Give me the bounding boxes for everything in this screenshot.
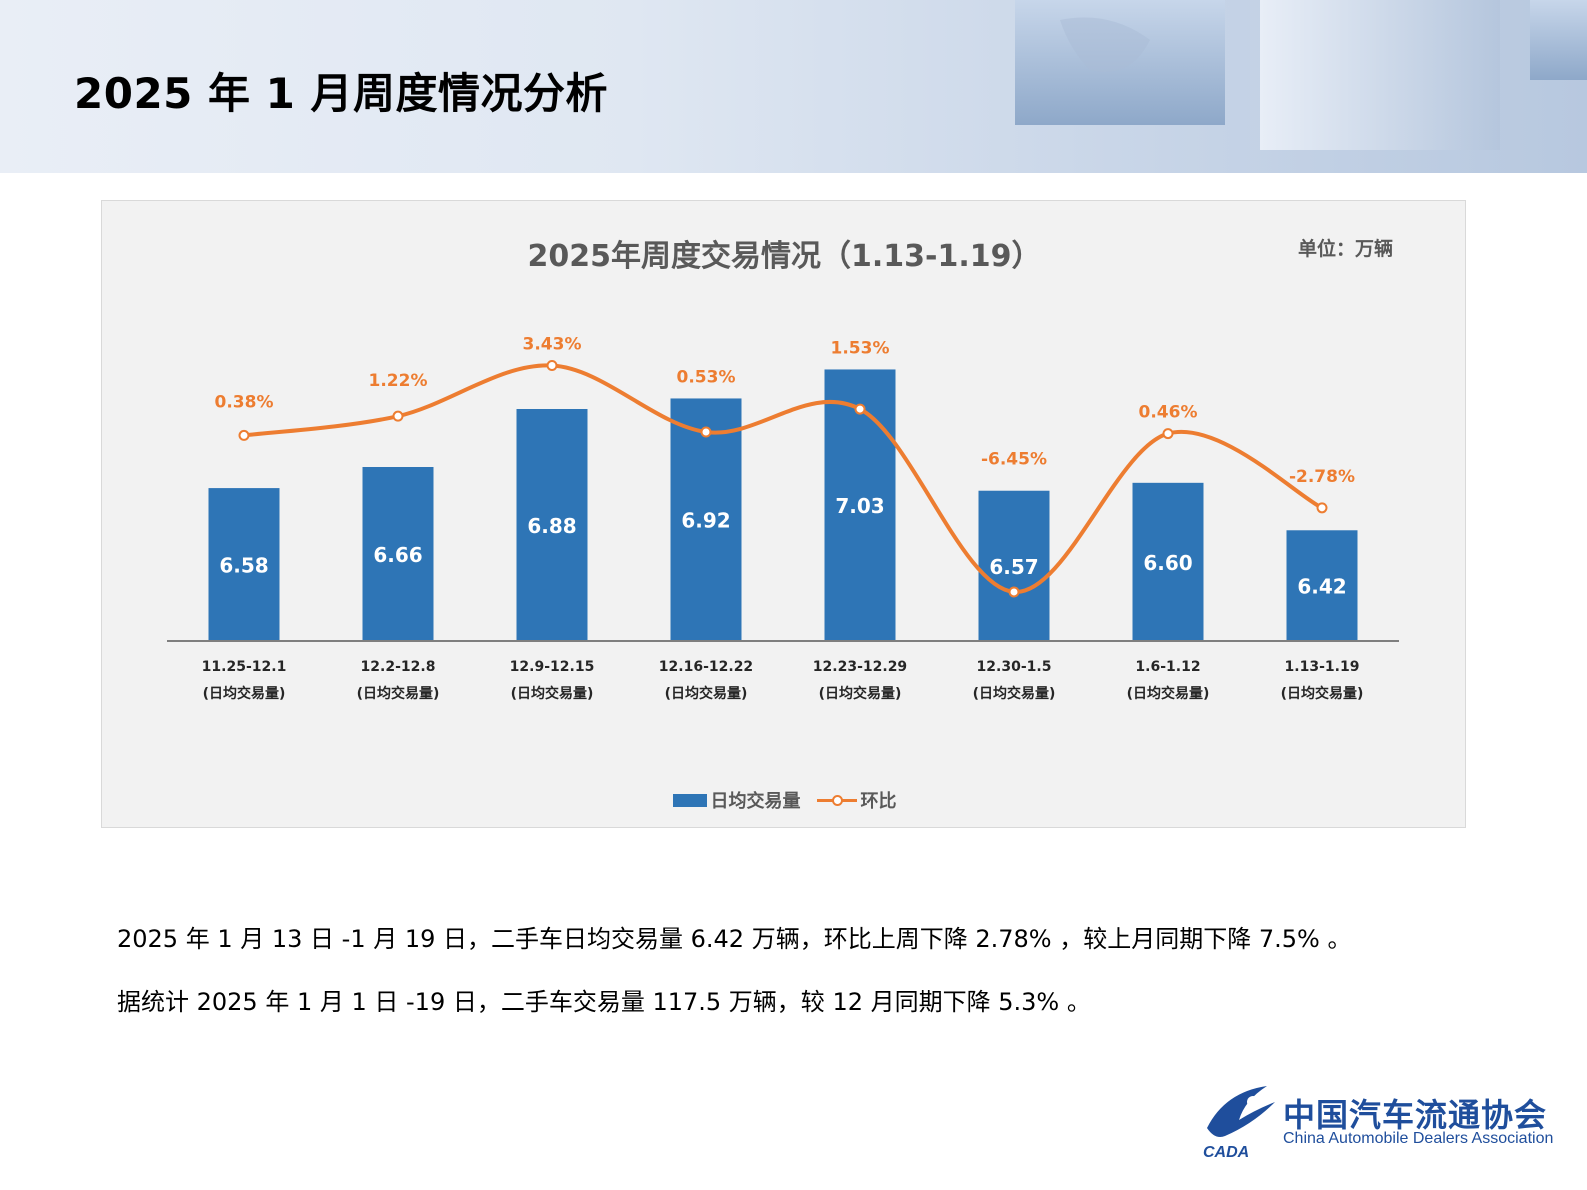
- bar: [824, 369, 896, 641]
- x-tick-label: 12.30-1.5: [977, 659, 1052, 675]
- legend-item-bar: 日均交易量: [672, 787, 801, 813]
- line-value-label: 1.22%: [369, 371, 428, 391]
- bar: [516, 409, 588, 641]
- bar: [208, 488, 280, 641]
- x-tick-label: 12.2-12.8: [361, 659, 436, 675]
- bar: [670, 398, 742, 641]
- chart-title: 2025年周度交易情况（1.13-1.19）: [527, 239, 1042, 274]
- legend-bar-swatch: [672, 793, 707, 807]
- header-decoration: [1015, 0, 1587, 150]
- line-value-label: -2.78%: [1289, 467, 1355, 487]
- x-tick-label: 12.16-12.22: [659, 659, 753, 675]
- x-tick-sublabel: (日均交易量): [203, 685, 286, 702]
- line-point: [1162, 428, 1174, 440]
- logo-cn-text: 中国汽车流通协会: [1283, 1096, 1548, 1134]
- bar-value-label: 6.60: [1143, 551, 1192, 575]
- line-series-path: [242, 363, 1324, 594]
- x-tick-sublabel: (日均交易量): [1127, 685, 1210, 702]
- line-point: [238, 429, 250, 441]
- bar-value-label: 7.03: [835, 494, 884, 518]
- bar: [362, 467, 434, 641]
- line-value-label: 0.46%: [1139, 403, 1198, 423]
- legend-line-label: 环比: [860, 791, 897, 812]
- x-tick-label: 1.6-1.12: [1135, 659, 1200, 675]
- bar: [1286, 530, 1358, 641]
- x-tick-sublabel: (日均交易量): [1281, 685, 1364, 702]
- bar-value-label: 6.58: [219, 554, 268, 578]
- unit-label: 单位：万辆: [1297, 238, 1393, 260]
- line-value-label: -6.45%: [981, 450, 1047, 470]
- bar-value-label: 6.88: [527, 514, 576, 538]
- header-banner: 2025 年 1 月周度情况分析: [0, 0, 1587, 173]
- chart-plot: 6.58 6.66 6.88 6.92 7.03 6.57 6.60 6.42 11.25-12…: [167, 335, 1399, 702]
- x-tick-label: 1.13-1.19: [1285, 659, 1360, 675]
- bar: [1132, 482, 1204, 641]
- legend-bar-label: 日均交易量: [710, 791, 801, 812]
- x-tick-label: 12.23-12.29: [813, 659, 907, 675]
- summary-line-1: 2025 年 1 月 13 日 -1 月 19 日，二手车日均交易量 6.42 …: [117, 925, 1352, 953]
- line-point: [392, 410, 404, 422]
- chart-panel: 6.58 6.66 6.88 6.92 7.03 6.57 6.60 6.42 11.25-12…: [101, 200, 1466, 828]
- line-value-label: 1.53%: [831, 338, 890, 358]
- line-point: [700, 426, 712, 438]
- x-tick-sublabel: (日均交易量): [665, 685, 748, 702]
- chart-legend: 日均交易量 环比: [102, 787, 1467, 813]
- line-point: [854, 403, 866, 415]
- summary-line-2: 据统计 2025 年 1 月 1 日 -19 日，二手车交易量 117.5 万辆…: [117, 988, 1091, 1016]
- bar-value-label: 6.57: [989, 555, 1038, 579]
- line-point: [1316, 502, 1328, 514]
- x-tick-sublabel: (日均交易量): [973, 685, 1056, 702]
- line-point: [546, 360, 558, 372]
- bar-value-label: 6.42: [1297, 575, 1346, 599]
- x-tick-label: 12.9-12.15: [510, 659, 595, 675]
- x-tick-sublabel: (日均交易量): [357, 685, 440, 702]
- bar-value-label: 6.92: [681, 509, 730, 533]
- x-tick-sublabel: (日均交易量): [819, 685, 902, 702]
- line-value-label: 0.38%: [215, 392, 274, 412]
- bar-value-label: 6.66: [373, 543, 422, 567]
- cada-logo-icon: CADA: [1203, 1086, 1275, 1160]
- x-tick-label: 11.25-12.1: [202, 659, 287, 675]
- logo-en-text: China Automobile Dealers Association: [1283, 1130, 1554, 1147]
- line-value-label: 0.53%: [677, 367, 736, 387]
- page-title: 2025 年 1 月周度情况分析: [74, 69, 608, 118]
- bar: [978, 490, 1050, 641]
- legend-line-swatch: [816, 793, 857, 807]
- logo-abbr: CADA: [1203, 1144, 1249, 1160]
- legend-item-line: 环比: [816, 787, 897, 813]
- line-point: [1008, 586, 1020, 598]
- x-tick-sublabel: (日均交易量): [511, 685, 594, 702]
- line-value-label: 3.43%: [523, 335, 582, 355]
